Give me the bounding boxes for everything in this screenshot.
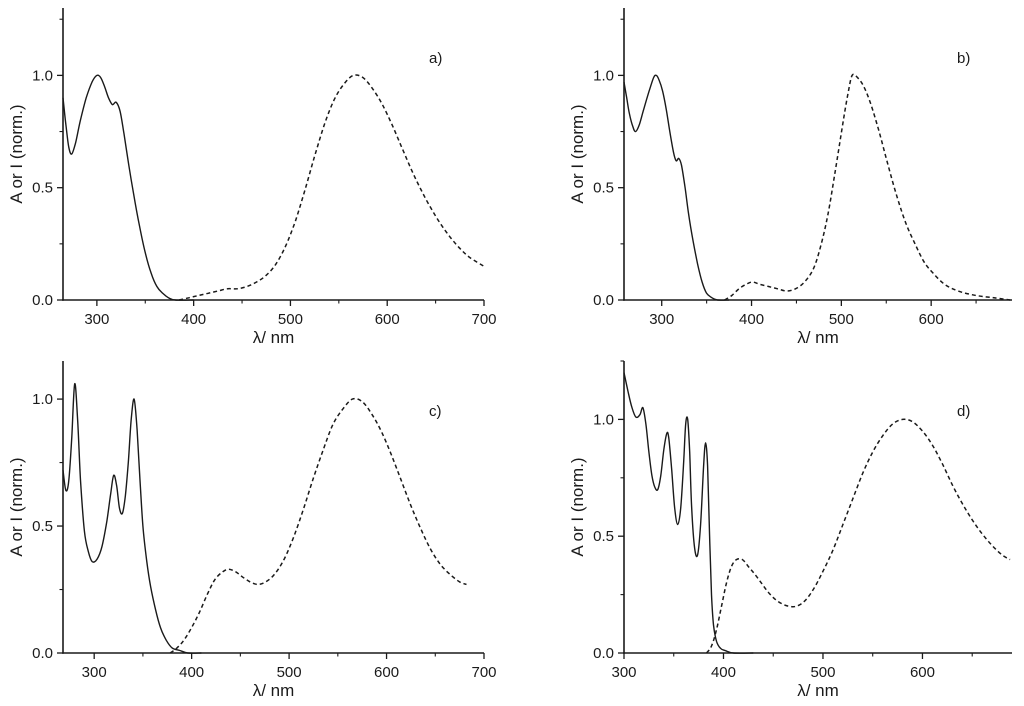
panel-letter: a) (429, 50, 443, 67)
svg-text:500: 500 (810, 664, 835, 681)
svg-text:300: 300 (82, 664, 107, 681)
svg-text:1.0: 1.0 (32, 391, 53, 408)
svg-text:0.5: 0.5 (32, 518, 53, 535)
svg-text:700: 700 (471, 311, 496, 328)
svg-text:500: 500 (277, 664, 302, 681)
x-axis-title: λ/ nm (797, 681, 839, 700)
svg-text:700: 700 (471, 664, 496, 681)
x-axis-title: λ/ nm (252, 328, 295, 347)
x-axis-title: λ/ nm (797, 328, 839, 347)
svg-text:600: 600 (375, 311, 400, 328)
chart-c-canvas: 300 400 500 600 700 0.0 0.5 1.0 (32, 361, 497, 681)
svg-text:300: 300 (649, 311, 674, 328)
svg-text:0.5: 0.5 (593, 180, 614, 197)
chart-d-canvas: 300 400 500 600 0.0 0.5 1.0 (593, 360, 1012, 681)
panel-c: 300 400 500 600 700 0.0 0.5 1.0 A or I (norm.) … (0, 353, 512, 706)
svg-text:0.0: 0.0 (593, 292, 614, 309)
panel-letter: c) (429, 403, 442, 420)
svg-text:400: 400 (179, 664, 204, 681)
svg-text:400: 400 (711, 664, 736, 681)
panel-letter: b) (957, 50, 971, 67)
svg-text:500: 500 (829, 311, 854, 328)
chart-b-canvas: 300 400 500 600 0.0 0.5 1.0 (593, 8, 1012, 328)
panel-a: 300 400 500 600 700 0.0 0.5 1.0 A or I (norm.) … (0, 0, 512, 353)
svg-text:0.0: 0.0 (593, 645, 614, 662)
panel-d: 300 400 500 600 0.0 0.5 1.0 A or I (norm.) λ/ … (512, 353, 1024, 706)
panel-b: 300 400 500 600 0.0 0.5 1.0 A or I (norm.) λ/ … (512, 0, 1024, 353)
x-axis-title: λ/ nm (252, 681, 295, 700)
svg-text:400: 400 (181, 311, 206, 328)
svg-text:0.5: 0.5 (32, 180, 53, 197)
y-axis-title: A or I (norm.) (568, 104, 587, 204)
y-axis-title: A or I (norm.) (568, 457, 587, 557)
chart-a-canvas: 300 400 500 600 700 0.0 0.5 1.0 (32, 8, 497, 328)
svg-text:0.5: 0.5 (593, 528, 614, 545)
svg-text:400: 400 (739, 311, 764, 328)
svg-text:1.0: 1.0 (32, 67, 53, 84)
svg-text:300: 300 (84, 311, 109, 328)
svg-text:600: 600 (910, 664, 935, 681)
svg-text:600: 600 (919, 311, 944, 328)
svg-text:500: 500 (278, 311, 303, 328)
panel-letter: d) (957, 403, 971, 420)
svg-text:1.0: 1.0 (593, 67, 614, 84)
svg-text:1.0: 1.0 (593, 411, 614, 428)
y-axis-title: A or I (norm.) (7, 457, 26, 557)
svg-text:600: 600 (374, 664, 399, 681)
y-axis-title: A or I (norm.) (7, 104, 26, 204)
svg-text:0.0: 0.0 (32, 645, 53, 662)
svg-text:300: 300 (611, 664, 636, 681)
svg-text:0.0: 0.0 (32, 292, 53, 309)
